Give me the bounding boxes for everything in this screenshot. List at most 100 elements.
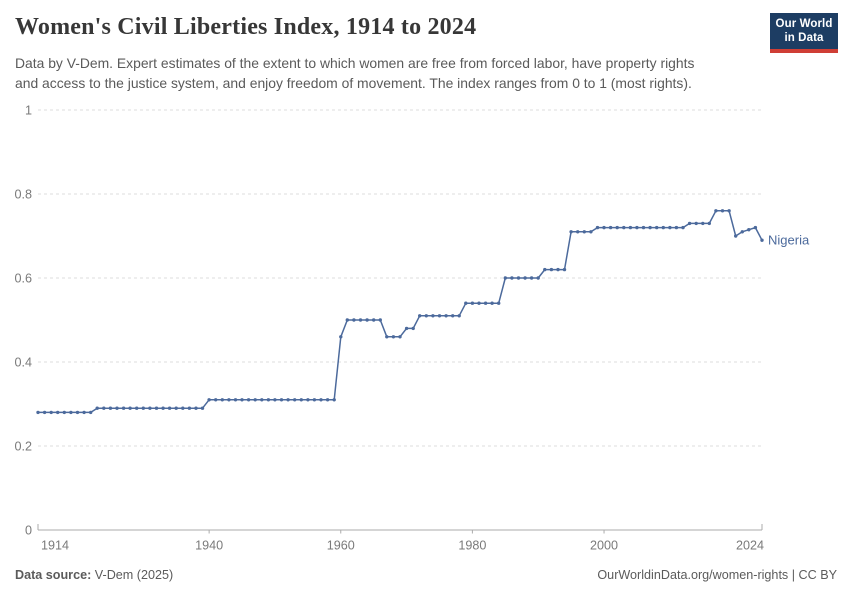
data-point	[622, 225, 626, 230]
data-point	[437, 314, 442, 318]
data-point	[319, 398, 323, 402]
x-axis-tick-label: 1960	[327, 539, 355, 553]
data-point	[615, 225, 619, 230]
data-point	[431, 314, 435, 318]
data-point	[418, 314, 422, 318]
page-title: Women's Civil Liberties Index, 1914 to 2…	[15, 14, 477, 40]
data-point	[404, 326, 409, 331]
y-axis-tick-label: 0.6	[14, 272, 32, 286]
data-point	[641, 225, 646, 230]
owid-logo-box: Our World in Data	[770, 13, 838, 49]
data-point	[293, 398, 297, 402]
data-point	[75, 410, 80, 415]
data-point	[187, 406, 192, 410]
data-point	[246, 398, 251, 402]
data-point	[490, 301, 494, 305]
data-point	[312, 398, 317, 402]
data-point	[635, 225, 639, 230]
series-label-nigeria[interactable]: Nigeria	[768, 233, 810, 248]
series-line-nigeria[interactable]	[38, 210, 763, 414]
data-point	[477, 301, 481, 305]
data-point	[365, 318, 369, 322]
data-point	[345, 318, 349, 322]
x-axis-tick-label: 1980	[458, 539, 486, 553]
data-point	[523, 276, 527, 280]
data-point	[398, 335, 402, 339]
y-axis-tick-label: 1	[25, 104, 32, 118]
data-point	[457, 314, 461, 318]
data-point	[220, 398, 224, 402]
data-point	[372, 318, 376, 322]
data-point	[273, 398, 277, 402]
data-source-value: V-Dem (2025)	[91, 568, 174, 582]
data-point	[674, 225, 679, 230]
data-point	[200, 406, 205, 410]
data-point	[69, 410, 73, 415]
data-point	[253, 398, 257, 402]
data-point	[279, 398, 284, 402]
data-point	[556, 267, 560, 272]
data-point	[227, 398, 231, 402]
data-point	[753, 225, 758, 230]
data-point	[694, 221, 698, 226]
data-point	[608, 225, 613, 230]
data-point	[602, 225, 606, 230]
chart-subtitle-line2: and access to the justice system, and en…	[15, 75, 692, 91]
data-point	[648, 225, 652, 230]
data-point	[358, 318, 363, 322]
data-point	[161, 406, 165, 410]
data-point	[510, 276, 514, 280]
data-point	[543, 267, 547, 272]
chart-footer: Data source: V-Dem (2025) OurWorldinData…	[15, 568, 837, 582]
data-point	[569, 230, 573, 234]
chart-subtitle-line1: Data by V-Dem. Expert estimates of the e…	[15, 55, 695, 71]
owid-logo: Our World in Data	[770, 13, 838, 53]
data-point	[701, 221, 705, 226]
data-point	[135, 406, 139, 410]
owid-logo-stripe	[770, 49, 838, 53]
data-point	[306, 398, 310, 402]
data-point	[424, 314, 428, 318]
data-point	[207, 398, 211, 402]
data-point	[483, 301, 488, 305]
owid-logo-line2: in Data	[784, 31, 824, 44]
data-source-label: Data source:	[15, 568, 92, 582]
data-point	[240, 398, 244, 402]
data-source: Data source: V-Dem (2025)	[15, 568, 173, 582]
data-point	[707, 221, 711, 226]
data-point	[56, 410, 60, 415]
y-axis-tick-label: 0.8	[14, 188, 32, 202]
data-point	[332, 398, 336, 402]
x-axis-tick-label: 1914	[41, 539, 69, 553]
data-point	[286, 398, 290, 402]
data-point	[82, 410, 86, 415]
data-point	[516, 276, 521, 280]
data-point	[549, 267, 554, 272]
data-point	[720, 209, 725, 213]
data-point	[668, 225, 672, 230]
data-point	[536, 276, 540, 280]
data-point	[661, 225, 665, 230]
data-point	[49, 410, 53, 415]
y-axis-tick-label: 0.2	[14, 440, 32, 454]
data-point	[687, 221, 692, 226]
data-point	[128, 406, 132, 410]
data-point	[299, 398, 303, 402]
data-point	[470, 301, 475, 305]
data-point	[714, 209, 718, 213]
data-point	[95, 406, 99, 410]
data-point	[154, 406, 159, 410]
y-axis-tick-label: 0.4	[14, 356, 32, 370]
data-point	[62, 410, 66, 415]
data-point	[747, 228, 751, 232]
data-point	[497, 301, 501, 305]
data-point	[589, 230, 593, 234]
data-point	[576, 230, 580, 234]
credit-link[interactable]: OurWorldinData.org/women-rights | CC BY	[597, 568, 837, 582]
data-point	[595, 225, 600, 230]
data-point	[141, 406, 145, 410]
data-point	[378, 318, 382, 322]
chart-subtitle: Data by V-Dem. Expert estimates of the e…	[15, 53, 795, 93]
data-point	[503, 276, 507, 280]
